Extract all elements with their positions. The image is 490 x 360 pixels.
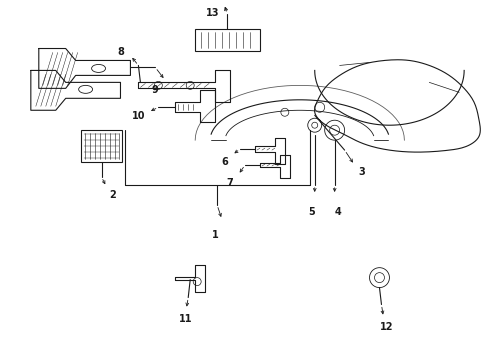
Text: 3: 3 — [358, 167, 365, 177]
Text: 12: 12 — [380, 323, 393, 332]
Bar — [81, 130, 122, 162]
Ellipse shape — [78, 85, 93, 93]
Text: 8: 8 — [117, 48, 124, 58]
Text: 2: 2 — [109, 190, 116, 200]
Ellipse shape — [92, 64, 105, 72]
Text: 7: 7 — [227, 178, 233, 188]
Bar — [195, 28, 260, 50]
Text: 6: 6 — [221, 157, 228, 167]
Text: 10: 10 — [132, 111, 145, 121]
Text: 5: 5 — [308, 207, 315, 217]
Text: 1: 1 — [212, 230, 219, 240]
Text: 13: 13 — [206, 8, 220, 18]
Text: 9: 9 — [152, 85, 159, 95]
Text: 11: 11 — [178, 314, 192, 324]
Text: 4: 4 — [334, 207, 341, 217]
